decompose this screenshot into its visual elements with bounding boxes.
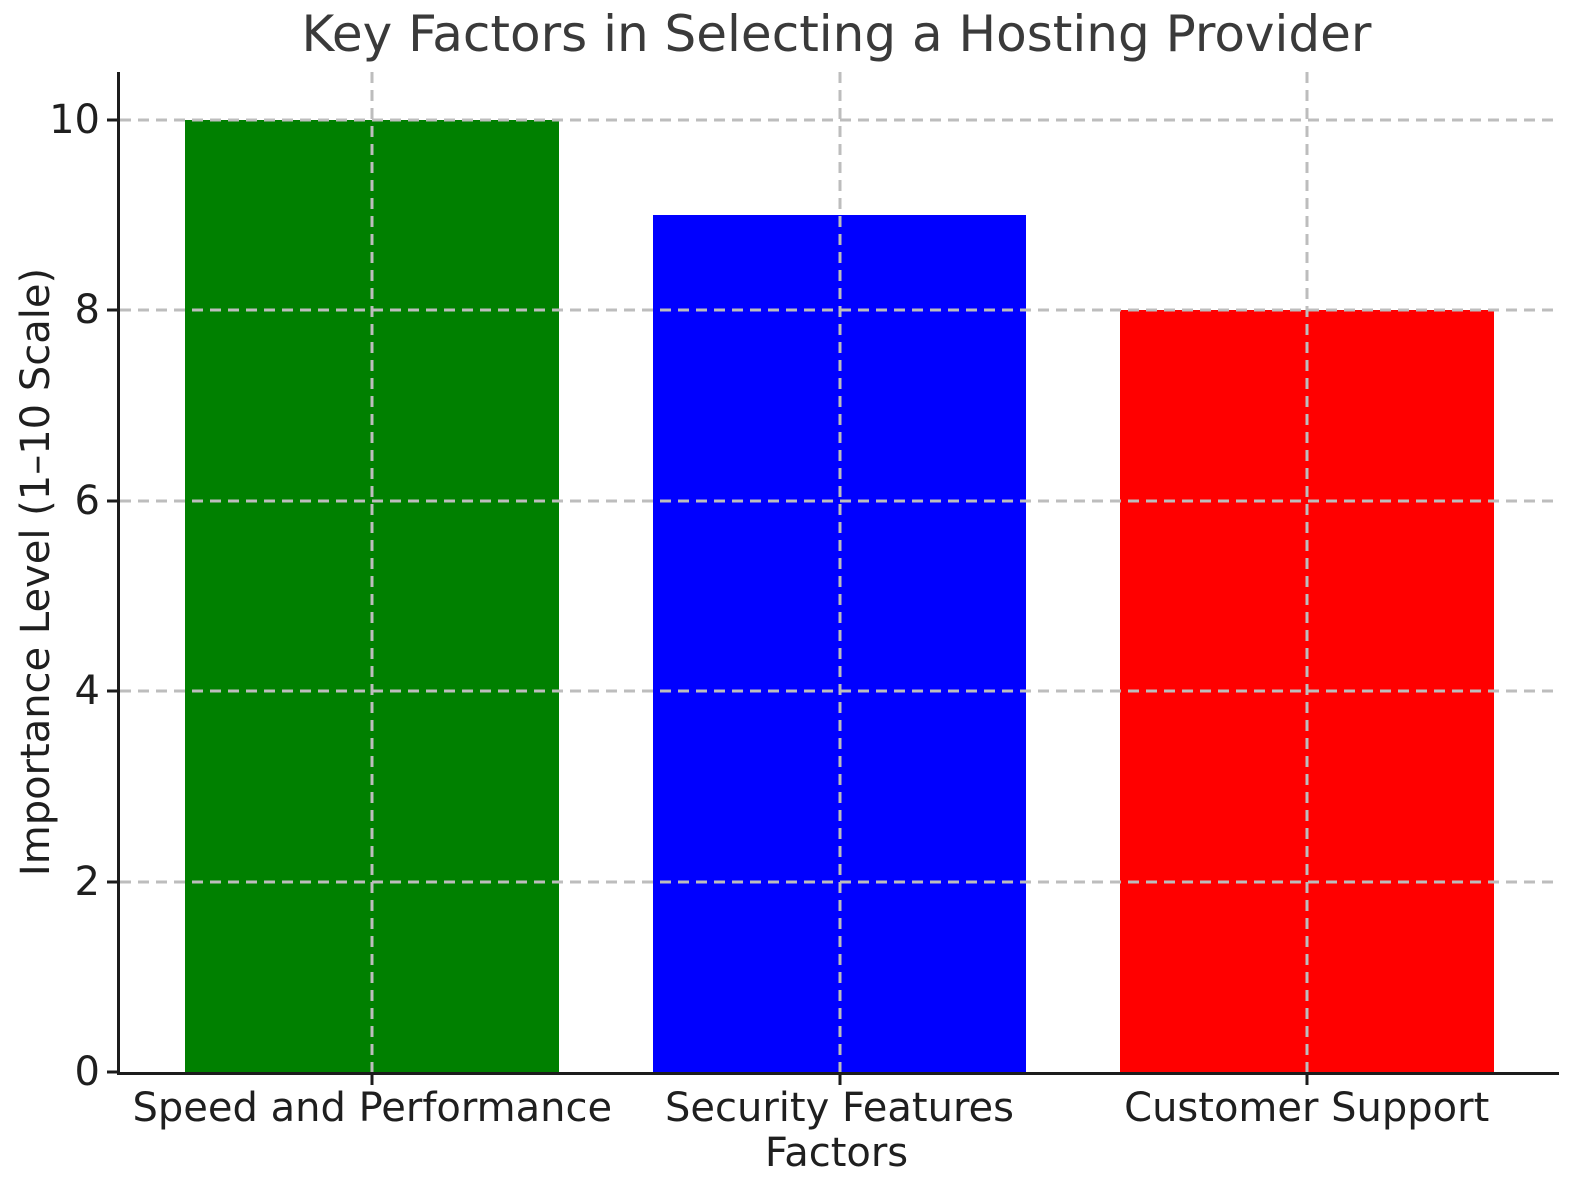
bar-speed-and-performance bbox=[185, 119, 560, 1072]
y-tick-mark-0 bbox=[107, 1070, 120, 1074]
x-tick-label-customer-support: Customer Support bbox=[1124, 1085, 1490, 1131]
x-tick-mark-security-features bbox=[838, 1075, 841, 1085]
x-tick-label-speed-and-performance: Speed and Performance bbox=[132, 1085, 613, 1131]
x-tick-label-security-features: Security Features bbox=[665, 1085, 1014, 1131]
bar-security-features bbox=[652, 214, 1027, 1072]
y-tick-mark-10 bbox=[107, 118, 120, 122]
y-axis-label: Importance Level (1–10 Scale) bbox=[13, 267, 59, 877]
y-tick-label-10: 10 bbox=[49, 96, 100, 143]
chart-title: Key Factors in Selecting a Hosting Provi… bbox=[301, 5, 1372, 63]
y-tick-mark-4 bbox=[107, 689, 120, 693]
x-axis-label: Factors bbox=[764, 1130, 909, 1176]
y-tick-label-8: 8 bbox=[74, 287, 100, 334]
y-tick-mark-6 bbox=[107, 499, 120, 503]
x-tick-mark-customer-support bbox=[1305, 1075, 1309, 1085]
y-tick-label-4: 4 bbox=[74, 668, 100, 715]
y-tick-mark-2 bbox=[107, 880, 120, 884]
bars-layer bbox=[120, 72, 1559, 1072]
y-tick-label-0: 0 bbox=[74, 1049, 100, 1095]
y-tick-label-6: 6 bbox=[74, 477, 100, 524]
plot-area: 0 2 4 6 8 10 Speed and Performance Security Fea… bbox=[49, 72, 1559, 1128]
bar-customer-support bbox=[1119, 310, 1494, 1072]
x-tick-mark-speed-and-performance bbox=[370, 1075, 374, 1085]
y-tick-label-2: 2 bbox=[74, 858, 100, 905]
y-tick-mark-8 bbox=[107, 308, 120, 312]
